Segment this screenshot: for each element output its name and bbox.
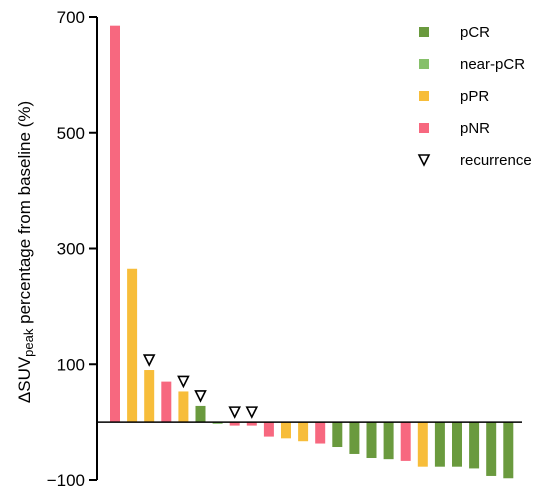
bar-pNR [110, 25, 120, 423]
bar-pCR [366, 422, 377, 459]
recurrence-markers [142, 354, 259, 419]
legend-swatch-pPR [419, 91, 429, 101]
y-axis-title-rest: percentage from baseline (%) [15, 101, 34, 329]
bar-pNR [315, 422, 326, 444]
bar-pPR [298, 422, 309, 442]
y-tick-label: 500 [57, 124, 85, 143]
bar-pNR [246, 422, 257, 426]
legend-swatch-near-pCR [419, 59, 429, 69]
legend: pCR near-pCR pPR pNR recurrence [417, 24, 532, 169]
bar-pPR [144, 370, 155, 423]
bar-pCR [349, 422, 360, 454]
bar-pCR [469, 422, 480, 469]
bar-pCR [195, 405, 206, 423]
legend-label: pCR [460, 24, 490, 41]
bar-pPR [127, 268, 138, 423]
bar-pCR [332, 422, 343, 448]
bar-pCR [486, 422, 497, 476]
bar-pNR [400, 422, 411, 461]
bar-pCR [503, 422, 514, 479]
legend-swatch-pNR [419, 123, 429, 133]
recurrence-marker [177, 375, 190, 389]
bars-layer [110, 25, 514, 479]
legend-label: near-pCR [460, 56, 525, 73]
bar-near-pCR [212, 422, 223, 424]
bar-pCR [434, 422, 445, 467]
y-axis-title: ΔSUVpeak percentage from baseline (%) [15, 101, 36, 403]
legend-swatch-pCR [419, 27, 429, 37]
bar-pPR [281, 422, 291, 439]
y-ticks: −100 100 300 500 700 [47, 8, 97, 490]
legend-label: pPR [460, 88, 489, 105]
recurrence-marker [228, 406, 241, 419]
legend-label: recurrence [460, 152, 532, 169]
y-axis-title-subscript: peak [21, 328, 36, 357]
recurrence-marker [142, 354, 156, 367]
recurrence-marker [245, 406, 259, 419]
y-tick-label: 300 [57, 240, 85, 259]
bar-pNR [229, 422, 240, 426]
recurrence-marker [194, 390, 207, 403]
y-tick-label: 100 [57, 355, 85, 374]
bar-pNR [161, 381, 172, 423]
bar-pCR [452, 422, 462, 467]
legend-label: pNR [460, 120, 490, 137]
bar-pNR [263, 422, 274, 437]
y-tick-label: −100 [47, 471, 85, 490]
y-tick-label: 700 [57, 8, 85, 27]
legend-marker-recurrence [417, 154, 431, 167]
bar-pPR [178, 391, 189, 423]
y-axis-title-main: ΔSUV [15, 356, 34, 403]
bar-pCR [383, 422, 394, 460]
bar-pPR [417, 422, 428, 467]
